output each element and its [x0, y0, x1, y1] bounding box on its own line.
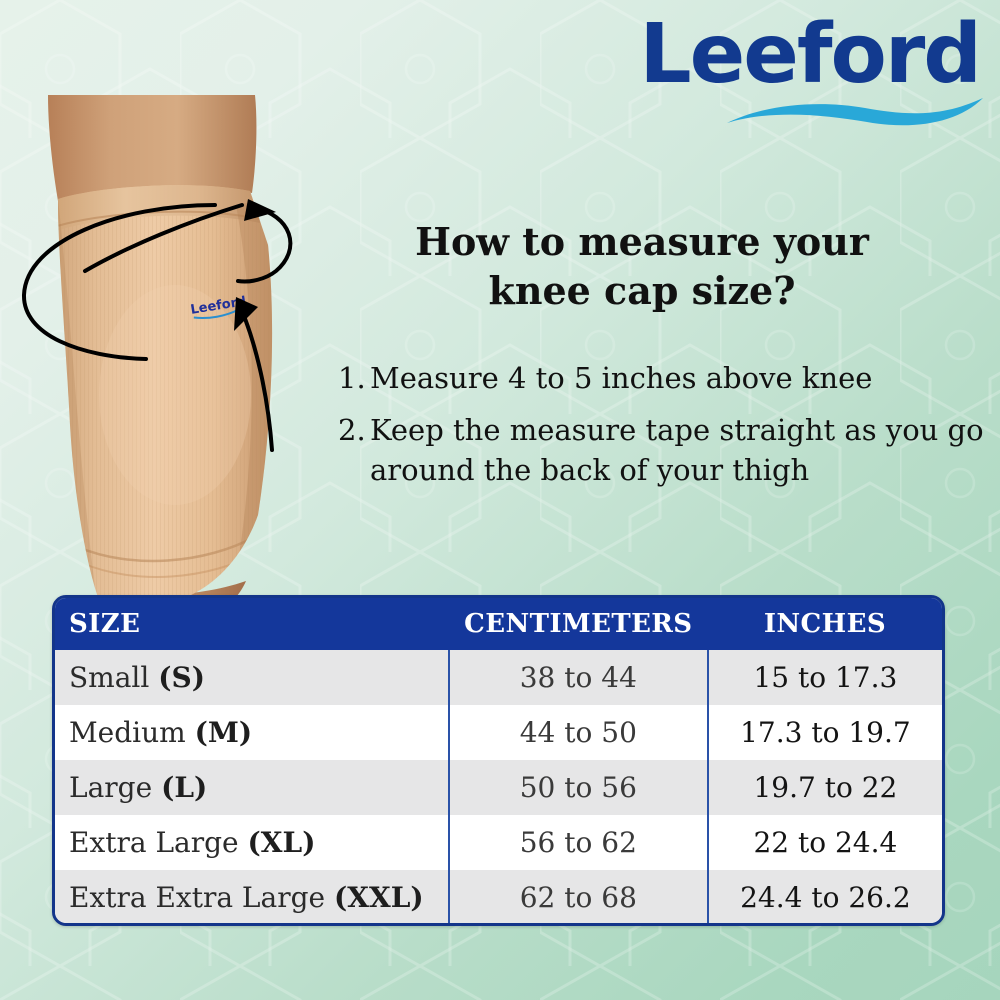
size-name: Large	[69, 771, 162, 804]
cell-size: Small (S)	[55, 650, 449, 705]
cell-centimeters: 50 to 56	[447, 760, 708, 815]
cell-inches: 22 to 24.4	[706, 815, 942, 870]
cell-size: Large (L)	[55, 760, 449, 815]
page-title-line1: How to measure your	[415, 219, 869, 264]
instruction-step-1-text: Measure 4 to 5 inches above knee	[370, 361, 873, 395]
cell-centimeters: 56 to 62	[447, 815, 708, 870]
size-chart-table: SIZE CENTIMETERS INCHES Small (S) 38 to …	[52, 595, 945, 926]
page-title: How to measure your knee cap size?	[372, 218, 912, 315]
size-abbr: (S)	[158, 661, 205, 694]
instruction-step-2-text: Keep the measure tape straight as you go…	[370, 413, 984, 488]
measure-arrow-overlay	[21, 203, 293, 452]
instruction-step-2-number: 2.	[338, 413, 366, 448]
instruction-step-1: 1. Measure 4 to 5 inches above knee	[338, 358, 988, 398]
column-header-size: SIZE	[55, 598, 449, 650]
brand-swoosh-icon	[727, 98, 983, 126]
measure-arrowhead-vertical	[234, 297, 258, 331]
cell-centimeters: 44 to 50	[447, 705, 708, 760]
cell-inches: 17.3 to 19.7	[706, 705, 942, 760]
instruction-step-2: 2. Keep the measure tape straight as you…	[338, 410, 988, 490]
column-header-centimeters: CENTIMETERS	[448, 598, 708, 650]
size-abbr: (M)	[194, 716, 253, 749]
column-header-inches: INCHES	[707, 598, 942, 650]
table-row: Extra Large (XL) 56 to 62 22 to 24.4	[55, 815, 942, 870]
measure-arrowhead-horizontal	[244, 199, 276, 221]
knee-support-product-photo: Leeford	[0, 95, 350, 605]
size-name: Small	[69, 661, 159, 694]
page-title-line2: knee cap size?	[488, 267, 796, 313]
cell-inches: 19.7 to 22	[706, 760, 942, 815]
table-row: Medium (M) 44 to 50 17.3 to 19.7	[55, 705, 942, 760]
cell-inches: 24.4 to 26.2	[706, 870, 942, 923]
instruction-step-1-number: 1.	[338, 361, 366, 395]
table-row: Large (L) 50 to 56 19.7 to 22	[55, 760, 942, 815]
table-header-row: SIZE CENTIMETERS INCHES	[55, 598, 942, 650]
brand-logo-text: Leeford	[639, 7, 982, 102]
size-name: Extra Large	[69, 826, 248, 859]
brand-logo: Leeford	[630, 14, 983, 126]
size-abbr: (XL)	[247, 826, 316, 859]
cell-size: Extra Extra Large (XXL)	[55, 870, 449, 923]
size-abbr: (L)	[161, 771, 208, 804]
cell-centimeters: 62 to 68	[447, 870, 708, 923]
cell-size: Extra Large (XL)	[55, 815, 449, 870]
cell-centimeters: 38 to 44	[447, 650, 708, 705]
cell-size: Medium (M)	[55, 705, 449, 760]
size-abbr: (XXL)	[334, 881, 424, 914]
size-name: Extra Extra Large	[69, 881, 334, 914]
table-row: Small (S) 38 to 44 15 to 17.3	[55, 650, 942, 705]
table-row: Extra Extra Large (XXL) 62 to 68 24.4 to…	[55, 870, 942, 923]
cell-inches: 15 to 17.3	[706, 650, 942, 705]
size-name: Medium	[69, 716, 195, 749]
measure-instructions-list: 1. Measure 4 to 5 inches above knee 2. K…	[338, 358, 988, 502]
